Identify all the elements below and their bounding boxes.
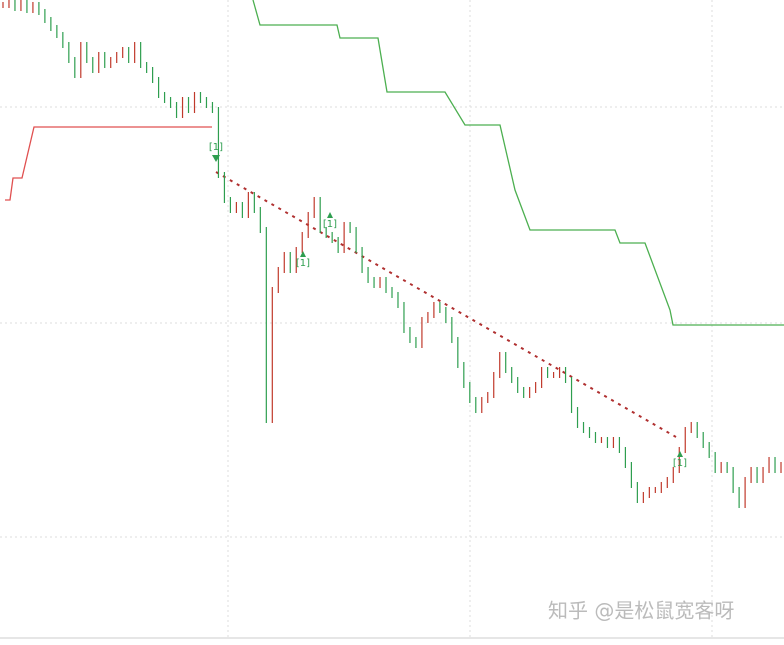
signal-label: [1] <box>673 458 687 469</box>
signal-arrow <box>300 251 306 257</box>
watermark: 知乎 @是松鼠宽客呀 <box>548 599 734 623</box>
signal-label: [1] <box>296 258 310 269</box>
indicator-line <box>5 126 212 201</box>
signal-arrow <box>212 155 220 162</box>
signal-arrow <box>327 212 333 218</box>
indicator-line <box>215 171 677 438</box>
signal-label: [1] <box>209 142 223 153</box>
indicator-line <box>252 0 784 326</box>
signal-label: [1] <box>323 219 337 230</box>
signal-arrow <box>677 451 683 457</box>
